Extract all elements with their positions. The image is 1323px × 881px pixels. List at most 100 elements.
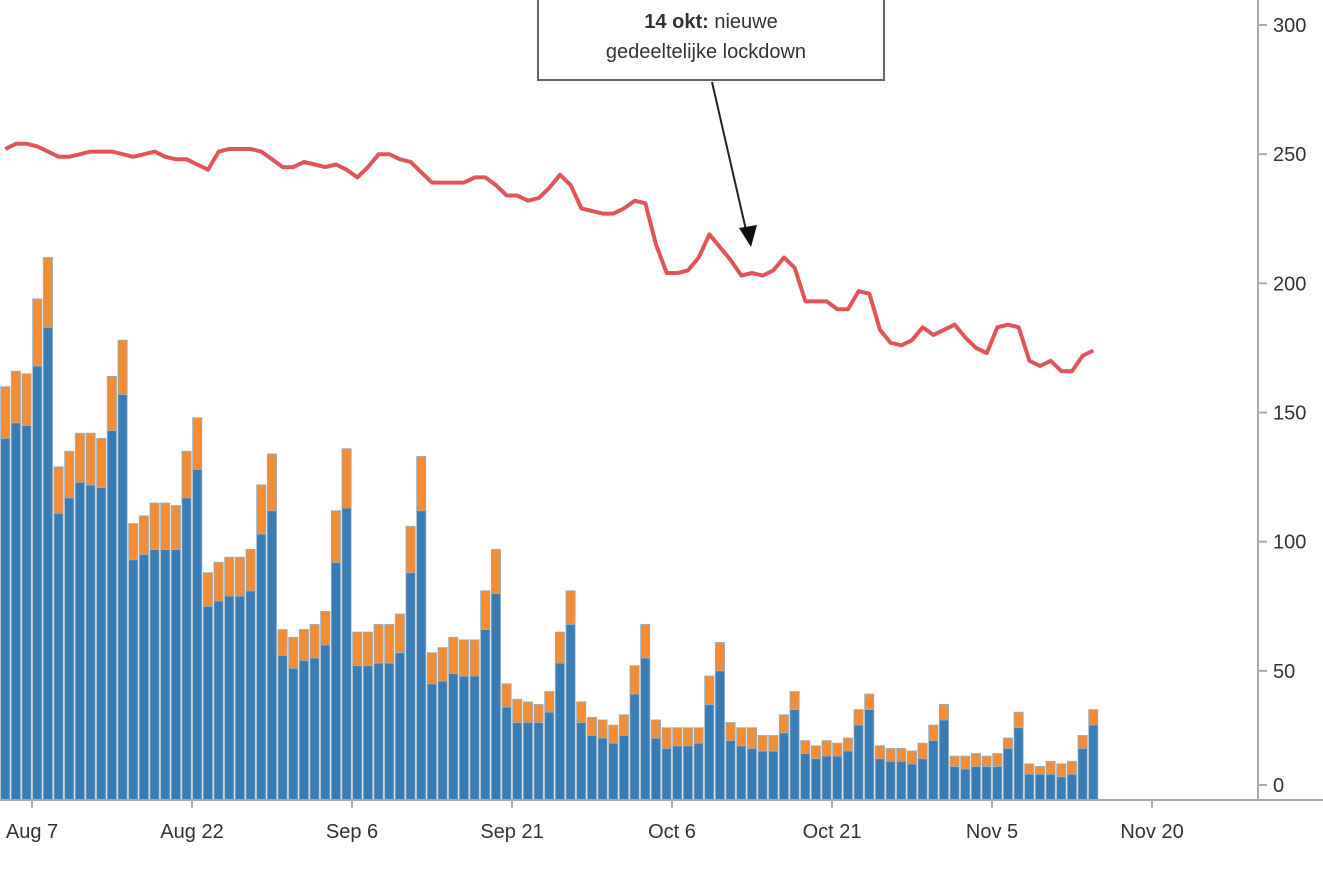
bar-segment-1 bbox=[362, 631, 373, 667]
bar-segment-1 bbox=[1002, 737, 1013, 749]
bar-segment-0 bbox=[554, 662, 565, 801]
bar-segment-1 bbox=[938, 704, 949, 721]
annotation: 14 okt: nieuwe gedeeltelijke lockdown bbox=[537, 0, 885, 247]
bar-segment-0 bbox=[512, 722, 523, 801]
bar-segment-1 bbox=[128, 523, 139, 561]
bar-segment-0 bbox=[149, 549, 160, 801]
bar-segment-0 bbox=[992, 766, 1003, 801]
bar-segment-0 bbox=[832, 755, 843, 801]
bar-segment-1 bbox=[352, 631, 363, 667]
bar-segment-1 bbox=[117, 339, 128, 395]
annotation-line-1: 14 okt: nieuwe bbox=[644, 11, 777, 33]
bar-segment-0 bbox=[864, 709, 875, 801]
annotation-text: nieuwe bbox=[709, 11, 778, 33]
bar-segment-1 bbox=[21, 373, 32, 426]
bar-segment-1 bbox=[1077, 735, 1088, 749]
bar-segment-0 bbox=[768, 750, 779, 801]
bar-segment-0 bbox=[21, 425, 32, 801]
bar-segment-0 bbox=[352, 665, 363, 801]
annotation-arrow bbox=[711, 81, 747, 231]
y-tick-label: 250 bbox=[1273, 144, 1306, 166]
bar-segment-1 bbox=[757, 735, 768, 752]
bar-segment-0 bbox=[896, 760, 907, 801]
bar-segment-1 bbox=[874, 745, 885, 760]
bar-segment-0 bbox=[64, 497, 75, 801]
bar-segment-0 bbox=[341, 507, 352, 801]
bar-segment-1 bbox=[864, 693, 875, 710]
bar-segment-0 bbox=[1077, 747, 1088, 801]
bar-segment-1 bbox=[32, 298, 43, 367]
bar-segment-1 bbox=[1056, 763, 1067, 778]
bar-segment-0 bbox=[949, 766, 960, 801]
bar-segment-1 bbox=[309, 623, 320, 659]
bar-segment-0 bbox=[746, 747, 757, 801]
bar-segment-1 bbox=[565, 590, 576, 625]
x-tick-label: Oct 21 bbox=[803, 821, 862, 843]
bar-segment-0 bbox=[672, 745, 683, 801]
bar-segment-1 bbox=[426, 652, 437, 685]
annotation-bold: 14 okt: bbox=[644, 11, 708, 33]
bar-segment-0 bbox=[576, 722, 587, 801]
x-tick-label: Sep 21 bbox=[480, 821, 543, 843]
bar-segment-0 bbox=[277, 654, 288, 801]
bar-segment-0 bbox=[736, 745, 747, 801]
bar-segment-1 bbox=[170, 505, 181, 550]
bar-segment-0 bbox=[1056, 776, 1067, 801]
bar-segment-1 bbox=[181, 450, 192, 499]
bar-segment-0 bbox=[53, 512, 64, 801]
bar-segment-1 bbox=[629, 665, 640, 695]
bar-segment-0 bbox=[384, 662, 395, 801]
bar-segment-0 bbox=[469, 675, 480, 801]
bar-segment-1 bbox=[736, 727, 747, 747]
bar-segment-0 bbox=[522, 722, 533, 801]
bar-segment-1 bbox=[512, 698, 523, 723]
x-axis: Aug 7 Aug 22 Sep 6 Sep 21 Oct 6 Oct 21 Nov 5 No… bbox=[6, 800, 1184, 843]
bar-segment-0 bbox=[1034, 773, 1045, 801]
line-series bbox=[4, 141, 1095, 374]
bar-segment-0 bbox=[533, 722, 544, 801]
bar-segment-1 bbox=[1024, 763, 1035, 775]
bar-segment-1 bbox=[949, 755, 960, 767]
bar-segment-0 bbox=[405, 572, 416, 801]
bar-segment-1 bbox=[533, 704, 544, 723]
bar-segment-0 bbox=[1066, 773, 1077, 801]
bar-segment-1 bbox=[992, 753, 1003, 767]
bar-segment-0 bbox=[170, 549, 181, 801]
bar-segment-0 bbox=[1088, 724, 1099, 801]
bar-segment-1 bbox=[608, 724, 619, 744]
bar-segment-1 bbox=[789, 691, 800, 710]
bar-segment-1 bbox=[800, 740, 811, 754]
bar-segment-0 bbox=[192, 468, 203, 801]
bar-segment-1 bbox=[64, 450, 75, 499]
y-axis: 0 50 100 150 200 250 300 bbox=[1258, 15, 1306, 797]
bar-segment-1 bbox=[586, 716, 597, 736]
bar-segment-1 bbox=[522, 701, 533, 723]
bar-segment-1 bbox=[53, 466, 64, 514]
bar-segment-0 bbox=[842, 750, 853, 801]
bar-segment-1 bbox=[906, 750, 917, 765]
x-tick-label: Aug 7 bbox=[6, 821, 58, 843]
bar-segment-0 bbox=[661, 747, 672, 801]
bar-segment-0 bbox=[693, 742, 704, 801]
bar-segment-0 bbox=[490, 592, 501, 801]
bar-segment-1 bbox=[917, 742, 928, 760]
bar-segment-0 bbox=[960, 768, 971, 801]
bar-segment-1 bbox=[554, 631, 565, 664]
bar-segment-1 bbox=[725, 722, 736, 741]
bar-segment-1 bbox=[672, 727, 683, 747]
bar-segment-1 bbox=[682, 727, 693, 747]
bar-segment-1 bbox=[810, 745, 821, 760]
bar-segment-1 bbox=[469, 639, 480, 677]
bar-segment-1 bbox=[160, 502, 171, 550]
bar-segment-1 bbox=[896, 747, 907, 762]
bar-segment-1 bbox=[650, 719, 661, 739]
bar-segment-1 bbox=[981, 755, 992, 767]
bar-segment-0 bbox=[682, 745, 693, 801]
bar-segment-0 bbox=[544, 711, 555, 801]
bar-segment-1 bbox=[832, 742, 843, 757]
annotation-arrowhead bbox=[739, 225, 757, 247]
bar-segment-1 bbox=[416, 456, 427, 512]
bar-segment-1 bbox=[576, 701, 587, 723]
bar-segment-1 bbox=[138, 515, 149, 555]
